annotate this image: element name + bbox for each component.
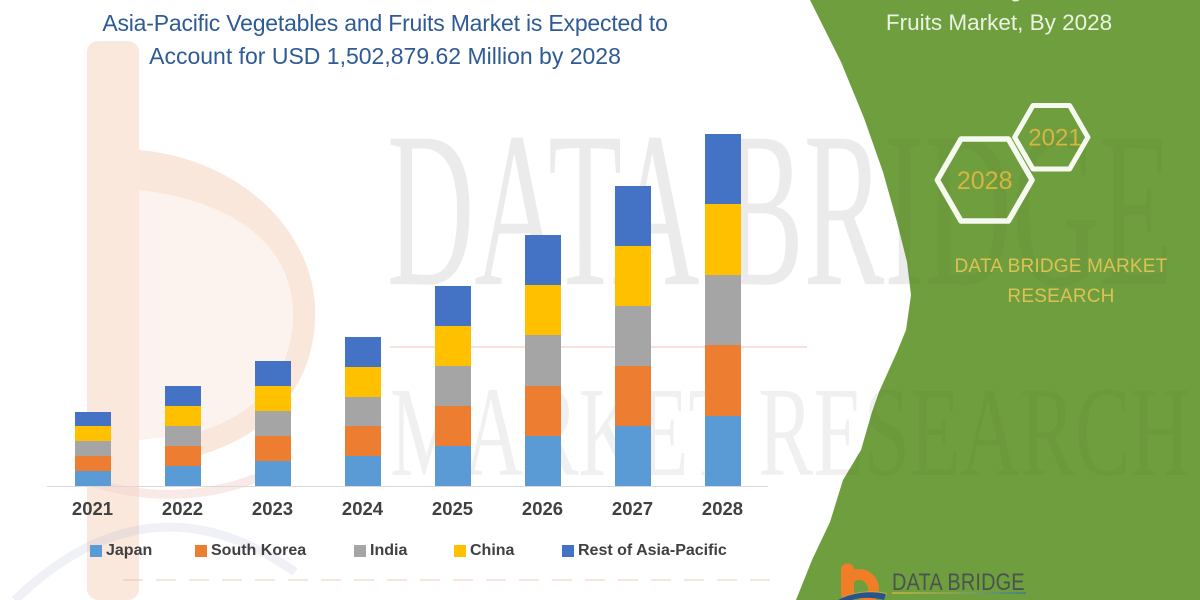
svg-text:2021: 2021 — [1028, 125, 1081, 152]
svg-text:DATA BRIDGE: DATA BRIDGE — [892, 568, 1025, 595]
svg-text:MARKET RESEARCH: MARKET RESEARCH — [892, 597, 1032, 600]
svg-text:2028: 2028 — [957, 167, 1013, 195]
